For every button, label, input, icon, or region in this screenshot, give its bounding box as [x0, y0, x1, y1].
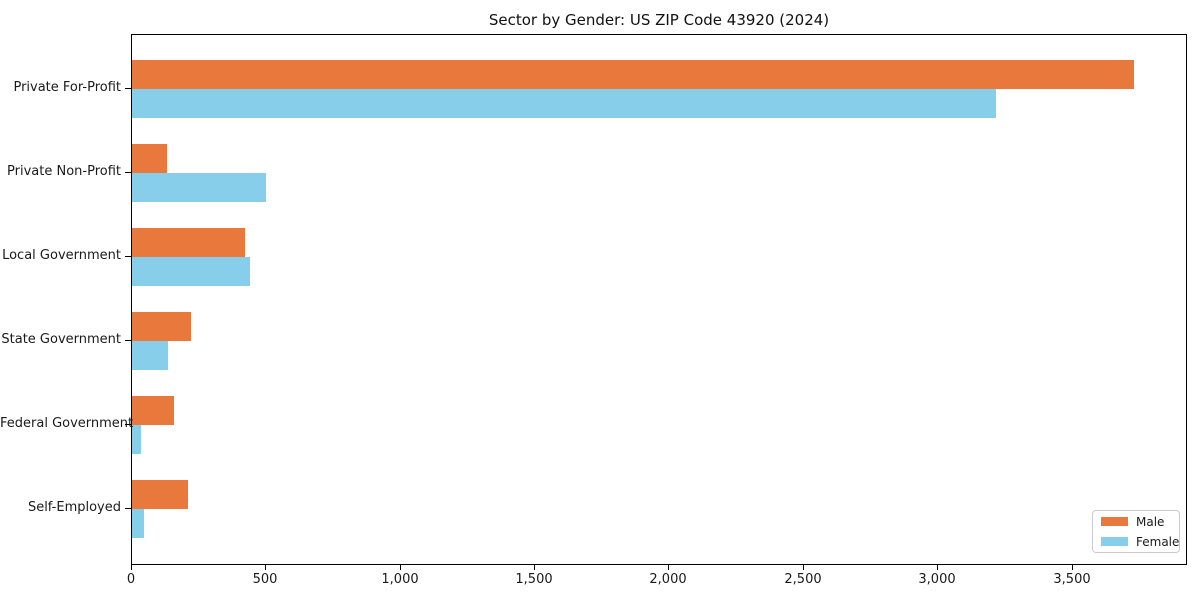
x-axis-tick — [803, 565, 804, 570]
legend-male-swatch — [1101, 517, 1128, 526]
bar-male-4 — [132, 312, 191, 341]
legend-entry-male: Male — [1101, 515, 1171, 529]
x-axis-label: 2,500 — [784, 572, 822, 587]
x-axis-label: 500 — [252, 572, 278, 587]
x-axis-label: 2,000 — [649, 572, 687, 587]
y-axis-tick — [125, 508, 131, 509]
y-axis-label: Private For-Profit — [13, 80, 121, 95]
legend-female-swatch — [1101, 537, 1128, 546]
y-axis-label: State Government — [1, 332, 121, 347]
bar-male-5 — [132, 396, 174, 425]
x-axis-label: 1,500 — [515, 572, 553, 587]
bar-female-6 — [132, 509, 144, 538]
chart-title: Sector by Gender: US ZIP Code 43920 (202… — [488, 11, 830, 29]
x-axis-label: 3,500 — [1053, 572, 1091, 587]
x-axis-label: 3,000 — [918, 572, 956, 587]
x-axis-tick — [534, 565, 535, 570]
x-axis-tick — [400, 565, 401, 570]
y-axis-label: Local Government — [2, 248, 121, 263]
legend-male-label: Male — [1136, 514, 1165, 529]
bar-male-2 — [132, 144, 167, 173]
y-axis-tick — [125, 172, 131, 173]
x-axis-label: 0 — [126, 572, 136, 587]
plot-area — [131, 34, 1187, 565]
x-axis-tick — [1072, 565, 1073, 570]
bar-male-6 — [132, 480, 188, 509]
bar-male-1 — [132, 60, 1134, 89]
bar-female-1 — [132, 89, 996, 118]
bar-female-3 — [132, 257, 250, 286]
bar-female-5 — [132, 425, 141, 454]
x-axis-tick — [131, 565, 132, 570]
x-axis-tick — [937, 565, 938, 570]
bar-female-2 — [132, 173, 266, 202]
legend-female-label: Female — [1136, 534, 1180, 549]
y-axis-tick — [125, 340, 131, 341]
y-axis-label: Federal Government — [0, 416, 134, 431]
x-axis-label: 1,000 — [381, 572, 419, 587]
bar-female-4 — [132, 341, 168, 370]
y-axis-tick — [125, 424, 131, 425]
legend: Male Female — [1092, 510, 1180, 553]
y-axis-label: Self-Employed — [27, 500, 121, 515]
y-axis-tick — [125, 88, 131, 89]
x-axis-tick — [265, 565, 266, 570]
y-axis-tick — [125, 256, 131, 257]
x-axis-tick — [668, 565, 669, 570]
legend-entry-female: Female — [1101, 535, 1179, 549]
bar-male-3 — [132, 228, 245, 257]
y-axis-label: Private Non-Profit — [7, 164, 121, 179]
